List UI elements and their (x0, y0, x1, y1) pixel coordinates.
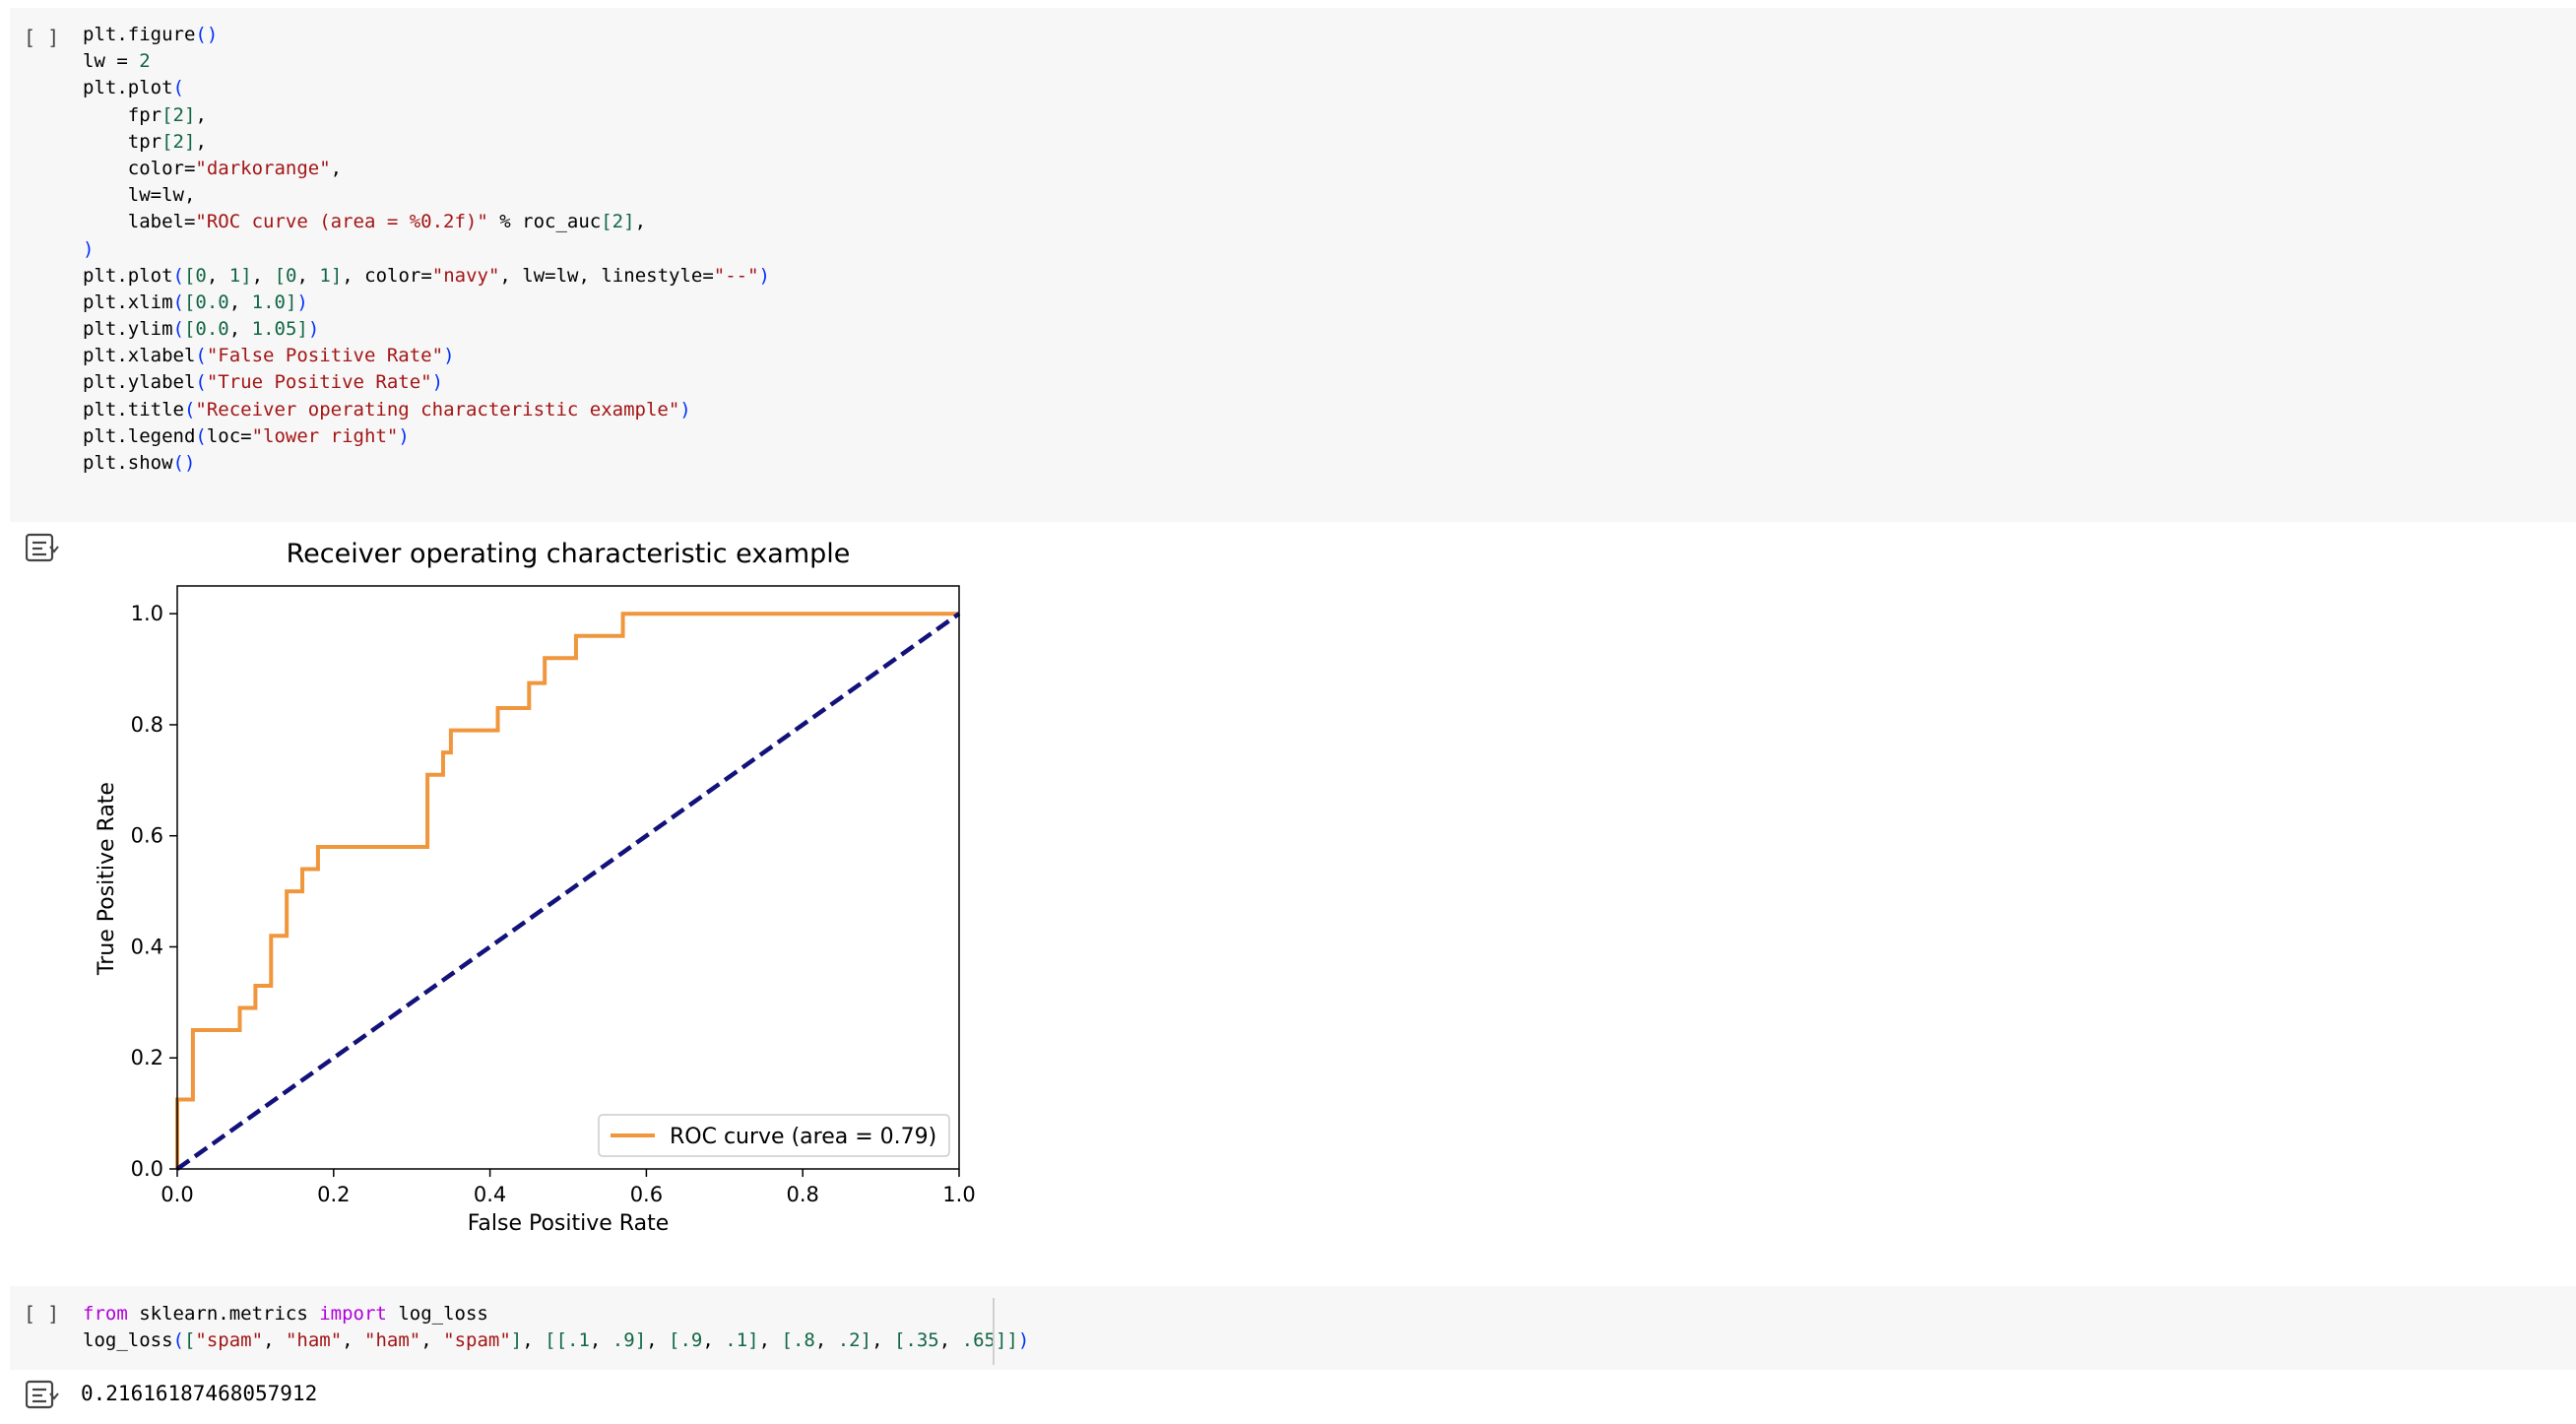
x-tick-label: 1.0 (942, 1183, 975, 1206)
x-tick-label: 0.8 (786, 1183, 818, 1206)
code-line: tpr[2], (83, 130, 207, 153)
code-line: plt.ylim([0.0, 1.05]) (83, 318, 320, 341)
code-line: plt.legend(loc="lower right") (83, 424, 410, 447)
code-line: color="darkorange", (83, 157, 343, 179)
code-line: plt.figure() (83, 24, 219, 45)
code-line: plt.title("Receiver operating characteri… (83, 398, 691, 421)
y-axis-label: True Positive Rate (95, 782, 119, 976)
y-tick-label: 0.2 (131, 1046, 163, 1069)
chance-diagonal-line (175, 612, 961, 1171)
x-tick-label: 0.6 (630, 1183, 663, 1206)
code-line: ) (83, 237, 95, 260)
code-line: log_loss(["spam", "ham", "ham", "spam"],… (83, 1329, 1030, 1352)
text-cursor (993, 1298, 995, 1365)
run-cell-button[interactable]: [ ] (24, 26, 60, 49)
chart-legend: ROC curve (area = 0.79) (598, 1114, 950, 1157)
code-cell-plot[interactable]: [ ] plt.figure() lw = 2 plt.plot( fpr[2], … (10, 8, 2576, 522)
roc-curve-line (175, 612, 959, 1169)
output-toggle-icon[interactable] (26, 533, 59, 562)
x-tick-label: 0.0 (161, 1183, 193, 1206)
code-editor[interactable]: from sklearn.metrics import log_loss log_… (83, 1301, 1029, 1354)
y-tick-label: 0.8 (131, 713, 163, 737)
code-line: from sklearn.metrics import log_loss (83, 1303, 488, 1325)
code-line: label="ROC curve (area = %0.2f)" % roc_a… (83, 211, 647, 233)
y-tick-label: 0.6 (131, 824, 163, 848)
code-line: lw=lw, (83, 184, 196, 207)
code-line: plt.ylabel("True Positive Rate") (83, 371, 444, 394)
code-line: plt.show() (83, 452, 196, 474)
code-editor[interactable]: plt.figure() lw = 2 plt.plot( fpr[2], tpr[… (83, 22, 770, 477)
y-tick-label: 0.0 (131, 1157, 163, 1181)
code-cell-logloss[interactable]: [ ] from sklearn.metrics import log_loss… (10, 1286, 2576, 1370)
code-line: plt.xlim([0.0, 1.0]) (83, 291, 308, 313)
x-axis-label: False Positive Rate (468, 1211, 669, 1236)
cell-output-text: 0.21616187468057912 (81, 1382, 318, 1405)
code-line: lw = 2 (83, 50, 151, 73)
y-tick-label: 1.0 (131, 602, 163, 625)
plot-frame (176, 585, 960, 1170)
run-cell-button[interactable]: [ ] (24, 1302, 60, 1326)
legend-label-roc: ROC curve (area = 0.79) (670, 1125, 936, 1149)
code-line: plt.xlabel("False Positive Rate") (83, 345, 455, 367)
x-tick-label: 0.2 (317, 1183, 350, 1206)
code-line: fpr[2], (83, 103, 207, 126)
roc-chart: Receiver operating characteristic exampl… (95, 539, 976, 1236)
output-toggle-icon[interactable] (26, 1380, 59, 1409)
x-tick-label: 0.4 (474, 1183, 506, 1206)
code-line: plt.plot( (83, 77, 184, 99)
code-line: plt.plot([0, 1], [0, 1], color="navy", l… (83, 264, 770, 287)
plot-area: 0.0 0.2 0.4 0.6 0.8 1.0 0.0 0.2 0.4 0.6 0.8 1.0 (131, 585, 976, 1206)
chart-title: Receiver operating characteristic exampl… (287, 539, 851, 569)
y-tick-label: 0.4 (131, 935, 163, 958)
